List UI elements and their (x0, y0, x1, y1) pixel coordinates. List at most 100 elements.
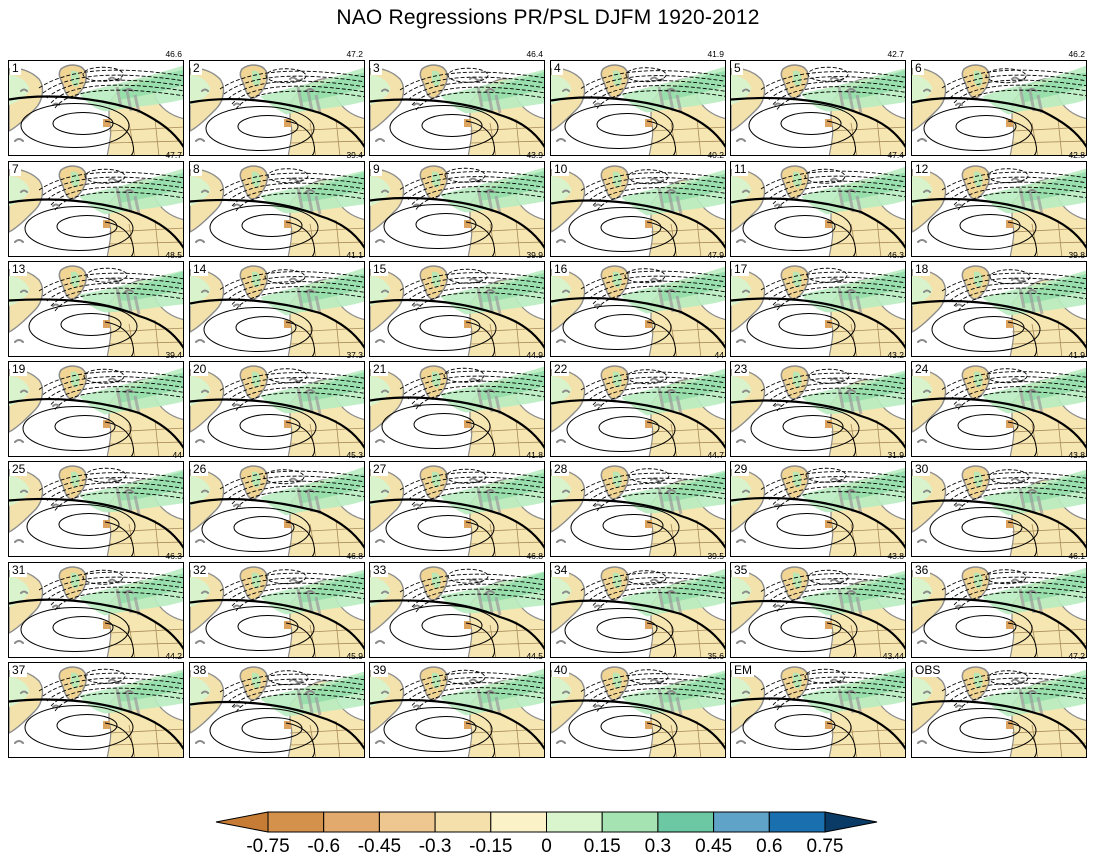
map-panel: 10 (550, 161, 726, 257)
panel-value: 43.2 (887, 350, 904, 360)
map-plot (912, 465, 1086, 556)
map-plot (731, 165, 905, 256)
panel-value: 45.9 (346, 651, 363, 661)
panel-value: 41.9 (1068, 350, 1085, 360)
colorbar-tick-label: -0.15 (469, 836, 513, 857)
map-plot (731, 666, 905, 757)
map-plot (9, 566, 183, 657)
colorbar-tick-label: 0.15 (583, 836, 621, 857)
map-plot (731, 265, 905, 356)
map-panel: 11 (730, 161, 906, 257)
map-panel: 4 (550, 60, 726, 156)
map-panel: 32 (189, 562, 365, 658)
map-plot (370, 265, 544, 356)
map-plot (551, 465, 725, 556)
panel-value: 42.8 (1068, 150, 1085, 160)
panel-value: 46.2 (1068, 49, 1085, 59)
map-plot (190, 465, 364, 556)
panel-value: 43.8 (1068, 450, 1085, 460)
map-plot (731, 64, 905, 155)
panel-label: 30 (913, 462, 931, 476)
panel-value: 46.6 (165, 49, 182, 59)
panel-value: 41.9 (707, 49, 724, 59)
map-panel: 33 (369, 562, 545, 658)
map-panel: 22 (550, 361, 726, 457)
map-plot (551, 365, 725, 456)
panel-value: 46.3 (887, 250, 904, 260)
panel-label: 37 (10, 663, 28, 677)
map-panel: 9 (369, 161, 545, 257)
map-plot (731, 465, 905, 556)
map-plot (9, 265, 183, 356)
map-panel: 19 (8, 361, 184, 457)
map-panel: 37 (8, 662, 184, 758)
panel-value: 35.6 (707, 651, 724, 661)
panel-value: 44 (172, 450, 182, 460)
map-panel: 38 (189, 662, 365, 758)
map-panel: 31 (8, 562, 184, 658)
map-plot (912, 165, 1086, 256)
panel-label: 12 (913, 162, 931, 176)
map-plot (912, 666, 1086, 757)
map-plot (731, 566, 905, 657)
panel-value: 41.8 (526, 450, 543, 460)
panel-value: 47.7 (165, 150, 182, 160)
map-plot (551, 265, 725, 356)
map-panel: 39 (369, 662, 545, 758)
map-plot (912, 265, 1086, 356)
map-panel: 24 (911, 361, 1087, 457)
panel-label: 34 (552, 563, 570, 577)
panel-value: 44.9 (526, 350, 543, 360)
panel-label: 6 (913, 61, 924, 75)
map-panel: 6 (911, 60, 1087, 156)
panel-value: 40.2 (707, 150, 724, 160)
panel-label: 26 (191, 462, 209, 476)
panel-value: 43.8 (887, 551, 904, 561)
panel-label: 5 (732, 61, 743, 75)
panel-label: 16 (552, 262, 570, 276)
map-panel: 2 (189, 60, 365, 156)
panel-value: 44 (714, 350, 724, 360)
panel-label: 25 (10, 462, 28, 476)
map-plot (370, 566, 544, 657)
panel-value: 39.4 (165, 350, 182, 360)
panel-value: 43.9 (526, 150, 543, 160)
panel-value: 44.2 (165, 651, 182, 661)
panel-label: 13 (10, 262, 28, 276)
panel-value: 43.44 (882, 651, 904, 661)
panel-value: 46.3 (165, 551, 182, 561)
map-panel: 7 (8, 161, 184, 257)
map-panel: 5 (730, 60, 906, 156)
map-plot (190, 64, 364, 155)
panel-label: 32 (191, 563, 209, 577)
map-plot (912, 365, 1086, 456)
colorbar-tick-label: -0.75 (246, 836, 290, 857)
map-panel: 28 (550, 461, 726, 557)
map-panel: 40 (550, 662, 726, 758)
map-plot (190, 365, 364, 456)
map-panel: 12 (911, 161, 1087, 257)
panel-label: 23 (732, 362, 750, 376)
panel-label: 22 (552, 362, 570, 376)
colorbar-tick-label: 0.75 (806, 836, 844, 857)
chart-title: NAO Regressions PR/PSL DJFM 1920-2012 (336, 6, 760, 29)
panel-label: 36 (913, 563, 931, 577)
map-panel: 35 (730, 562, 906, 658)
map-panel: 21 (369, 361, 545, 457)
map-panel: 20 (189, 361, 365, 457)
panel-label: 35 (732, 563, 750, 577)
panel-label: 27 (371, 462, 389, 476)
map-panel: 25 (8, 461, 184, 557)
map-plot (912, 64, 1086, 155)
panel-label: 10 (552, 162, 570, 176)
map-panel: 8 (189, 161, 365, 257)
map-panel: 23 (730, 361, 906, 457)
panel-value: 39.5 (707, 551, 724, 561)
map-plot (370, 165, 544, 256)
map-plot (912, 566, 1086, 657)
panel-label: 29 (732, 462, 750, 476)
panel-value: 39.8 (1068, 250, 1085, 260)
panel-label: 1 (10, 61, 21, 75)
panel-label: OBS (913, 663, 943, 677)
panel-label: 8 (191, 162, 202, 176)
